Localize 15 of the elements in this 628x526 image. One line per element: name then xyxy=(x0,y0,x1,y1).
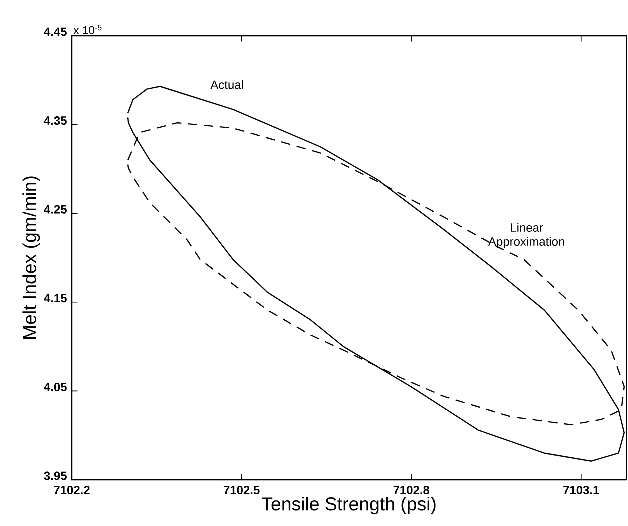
x-tick-label: 7102.2 xyxy=(54,486,90,495)
y-tick-label: 4.15 xyxy=(44,294,67,303)
series-label: Actual xyxy=(210,80,244,90)
text: x 10$^{-5}$ xyxy=(74,25,102,34)
y-tick-label: 3.95 xyxy=(44,472,67,480)
series-label: Linear Approximation xyxy=(488,223,564,248)
x-tick-label: 7102.8 xyxy=(394,486,430,495)
x-tick-label: 7102.5 xyxy=(224,486,260,495)
y-tick-label: 4.35 xyxy=(44,116,67,126)
x-axis-title: Tensile Strength (psi) xyxy=(262,497,436,514)
y-tick-label: 4.05 xyxy=(44,382,67,392)
y-tick-label: 4.25 xyxy=(44,205,67,214)
y-axis-title: Melt Index (gm/min) xyxy=(22,176,40,339)
y-tick-label: 4.45 xyxy=(44,28,67,36)
x-tick-label: 7103.1 xyxy=(564,486,600,495)
